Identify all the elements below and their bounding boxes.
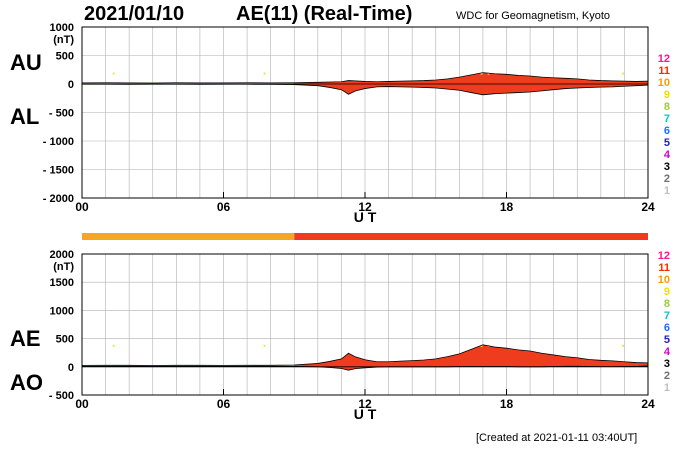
chart-index-title: AE(11) (Real-Time) <box>236 3 413 25</box>
p1-ytick-label: 500 <box>56 51 74 63</box>
p1-station-key: 2 <box>664 173 670 185</box>
p2-xtick-label: 12 <box>358 397 372 411</box>
p1-yunit: (nT) <box>53 34 74 46</box>
p2-ytick-label: - 500 <box>49 390 74 402</box>
p2-fill-area <box>294 344 648 371</box>
p2-highlight <box>622 344 625 347</box>
p1-ytick-label: - 1500 <box>43 165 74 177</box>
p1-xaxis-label: U T <box>354 209 377 225</box>
p2-station-key: 10 <box>658 274 670 286</box>
p1-station-key: 7 <box>664 113 670 125</box>
p1-highlight <box>487 72 490 75</box>
p2-ytick-label: 500 <box>56 334 74 346</box>
p1-station-key: 6 <box>664 125 670 137</box>
p2-ytick-label: 0 <box>68 362 74 374</box>
p1-highlight <box>112 72 115 75</box>
p1-station-key: 10 <box>658 77 670 89</box>
p2-series-ae <box>81 344 649 366</box>
p2-station-key: 2 <box>664 370 670 382</box>
al-label: AL <box>10 104 40 129</box>
ao-label: AO <box>10 370 43 395</box>
p2-xtick-label: 06 <box>217 397 231 411</box>
p2-station-key: 11 <box>658 262 670 274</box>
p2-ytick-label: 2000 <box>50 249 74 261</box>
p2-yunit: (nT) <box>53 261 74 273</box>
p2-highlight <box>480 344 483 347</box>
p2-xtick-label: 24 <box>641 397 655 411</box>
p2-station-strip <box>82 233 295 240</box>
data-source: WDC for Geomagnetism, Kyoto <box>456 10 611 22</box>
p1-station-key: 3 <box>664 161 670 173</box>
p1-xtick-label: 18 <box>500 200 514 214</box>
p1-highlight <box>622 72 625 75</box>
p2-xtick-label: 18 <box>500 397 514 411</box>
p1-station-key: 11 <box>658 65 670 77</box>
p2-highlight <box>263 344 266 347</box>
p2-xtick-label: 00 <box>75 397 89 411</box>
p1-station-key: 1 <box>664 185 670 197</box>
p1-highlight <box>480 72 483 75</box>
p2-xaxis-label: U T <box>354 406 377 422</box>
p1-ytick-label: - 2000 <box>43 193 74 205</box>
p2-highlight <box>112 344 115 347</box>
p2-station-key: 4 <box>664 346 671 358</box>
p1-station-key: 9 <box>664 89 670 101</box>
p1-xtick-label: 06 <box>217 200 231 214</box>
p2-ytick-label: 1500 <box>50 277 74 289</box>
creation-timestamp: [Created at 2021-01-11 03:40UT] <box>476 432 638 444</box>
p2-ytick-label: 1000 <box>50 305 74 317</box>
p1-xtick-label: 12 <box>358 200 372 214</box>
p1-xtick-label: 24 <box>641 200 655 214</box>
p2-station-key: 1 <box>664 382 670 394</box>
p1-station-key: 8 <box>664 101 670 113</box>
au-label: AU <box>10 50 42 75</box>
p2-station-key: 3 <box>664 358 670 370</box>
p1-ytick-label: - 500 <box>49 108 74 120</box>
p2-station-key: 9 <box>664 286 670 298</box>
p1-station-key: 4 <box>664 149 671 161</box>
chart-date-title: 2021/01/10 <box>84 3 185 25</box>
p2-station-strip <box>294 233 648 240</box>
p1-station-key: 5 <box>664 137 670 149</box>
p1-ytick-label: 0 <box>68 79 74 91</box>
p1-series-au <box>81 72 649 84</box>
p1-ytick-label: 1000 <box>50 22 74 34</box>
p1-station-key: 12 <box>658 53 670 65</box>
p1-ytick-label: - 1000 <box>43 136 74 148</box>
p2-station-key: 5 <box>664 334 670 346</box>
p1-xtick-label: 00 <box>75 200 89 214</box>
p2-station-key: 8 <box>664 298 670 310</box>
p2-station-key: 12 <box>658 250 670 262</box>
p1-highlight <box>263 72 266 75</box>
p2-station-key: 7 <box>664 310 670 322</box>
p2-station-key: 6 <box>664 322 670 334</box>
ae-label: AE <box>10 326 41 351</box>
